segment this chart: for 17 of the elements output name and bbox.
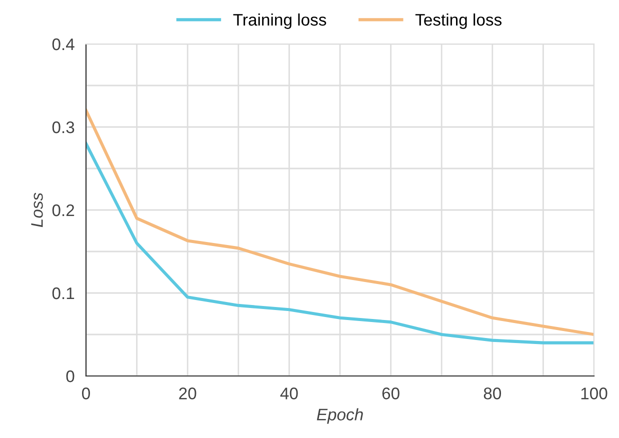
- y-axis-title: Loss: [31, 192, 43, 228]
- y-tick-label: 0.1: [52, 287, 74, 300]
- y-tick-label: 0.2: [52, 204, 74, 216]
- legend-label: Training loss: [233, 13, 326, 29]
- y-tick-label: 0: [66, 370, 74, 382]
- legend-label: Testing loss: [415, 13, 502, 29]
- x-tick-label: 60: [382, 388, 400, 400]
- x-axis-title: Epoch: [316, 408, 363, 424]
- line-series: [86, 142, 594, 344]
- y-tick-label: 0.4: [52, 38, 74, 50]
- x-tick-label: 0: [82, 388, 90, 400]
- x-tick-label: 40: [280, 388, 298, 400]
- x-tick-label: 80: [484, 388, 502, 400]
- line-series: [86, 108, 594, 336]
- x-tick-label: 20: [179, 388, 196, 400]
- x-tick-label: 100: [581, 388, 608, 400]
- y-tick-label: 0.3: [52, 121, 74, 134]
